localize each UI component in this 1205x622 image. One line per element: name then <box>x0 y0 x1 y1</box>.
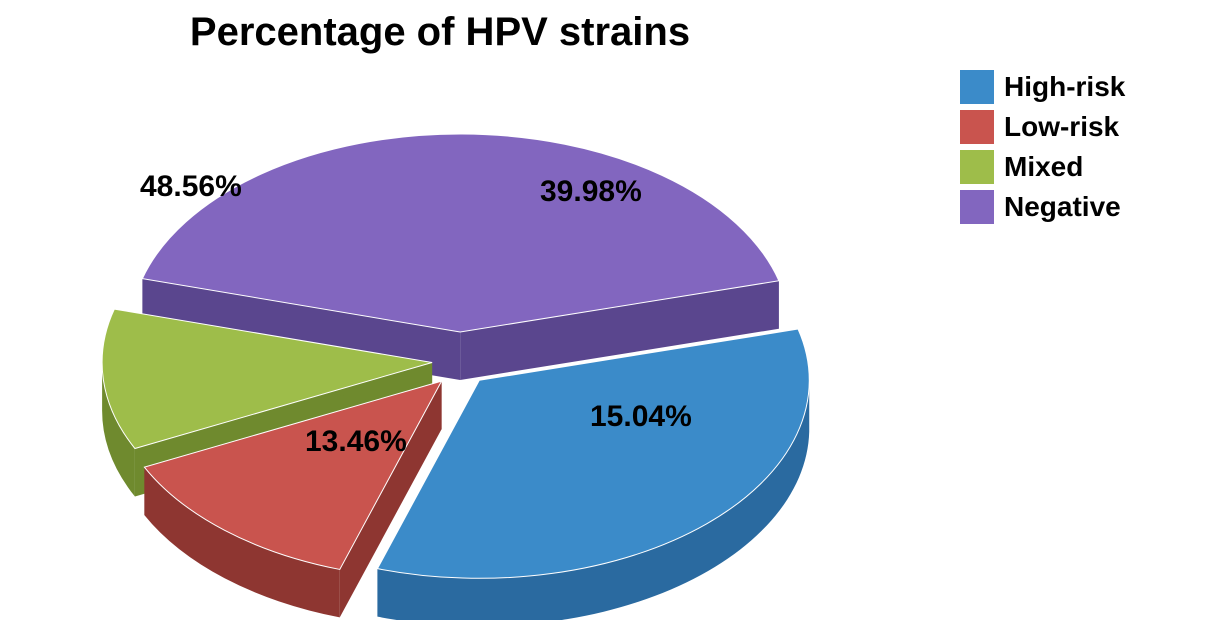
legend-item-negative: Negative <box>960 190 1125 224</box>
legend-swatch-high-risk <box>960 70 994 104</box>
slice-label-high-risk: 39.98% <box>540 175 642 209</box>
legend-swatch-negative <box>960 190 994 224</box>
pie-chart-container: Percentage of HPV strains 39.98% 15.04% … <box>0 0 1205 622</box>
chart-title: Percentage of HPV strains <box>0 10 880 55</box>
legend-item-high-risk: High-risk <box>960 70 1125 104</box>
legend: High-risk Low-risk Mixed Negative <box>960 70 1125 230</box>
legend-label-high-risk: High-risk <box>1004 71 1125 103</box>
slice-label-mixed: 13.46% <box>305 425 407 459</box>
slice-label-negative: 48.56% <box>140 170 242 204</box>
legend-item-low-risk: Low-risk <box>960 110 1125 144</box>
legend-swatch-low-risk <box>960 110 994 144</box>
legend-swatch-mixed <box>960 150 994 184</box>
legend-item-mixed: Mixed <box>960 150 1125 184</box>
pie-chart <box>20 60 920 620</box>
legend-label-negative: Negative <box>1004 191 1121 223</box>
slice-label-low-risk: 15.04% <box>590 400 692 434</box>
legend-label-mixed: Mixed <box>1004 151 1083 183</box>
legend-label-low-risk: Low-risk <box>1004 111 1119 143</box>
